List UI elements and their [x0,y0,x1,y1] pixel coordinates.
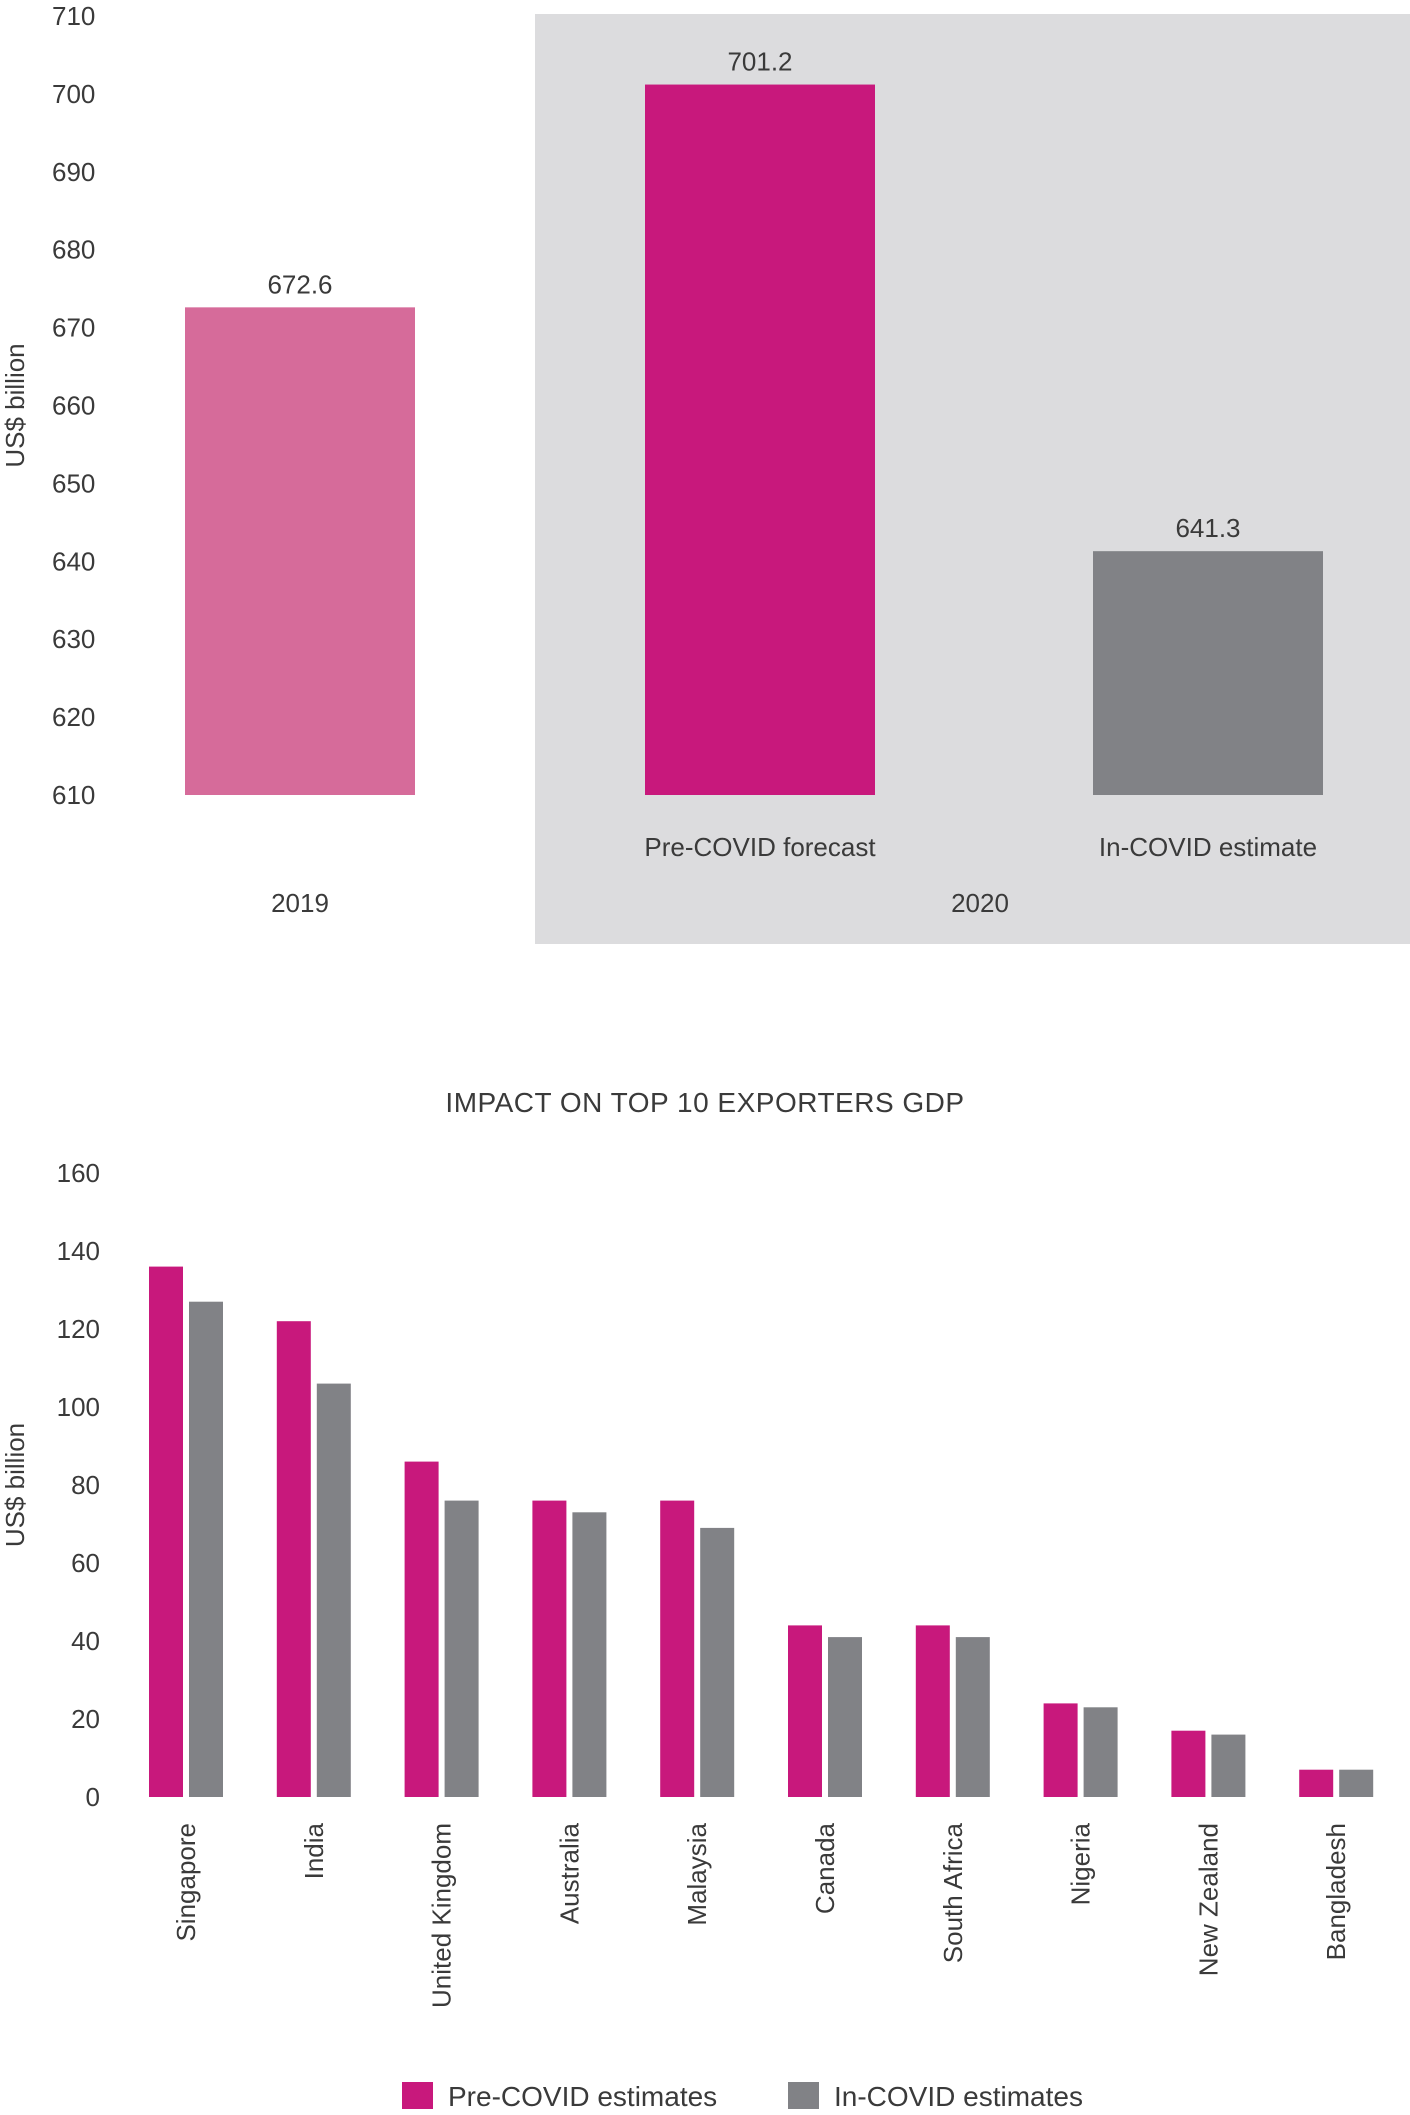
y-tick-label: 80 [71,1470,100,1500]
y-tick-label: 160 [57,1158,100,1188]
chart-title: IMPACT ON TOP 10 EXPORTERS GDP [445,1087,964,1118]
x-category-label: India [299,1822,329,1879]
y-tick-label: 100 [57,1392,100,1422]
y-tick-label: 650 [52,468,95,498]
legend-swatch-pre-covid [402,2082,433,2109]
group-label-2020: 2020 [951,888,1009,918]
bar-new-zealand-pre-covid [1171,1730,1206,1797]
legend-label: Pre-COVID estimates [448,2081,717,2112]
y-tick-label: 670 [52,313,95,343]
x-category-label: Canada [810,1822,840,1914]
bar-value-label: 672.6 [267,269,332,299]
bar-australia-pre-covid [532,1500,567,1797]
x-category-label: Bangladesh [1321,1823,1351,1960]
bar-malaysia-pre-covid [660,1500,695,1797]
group-label-2019: 2019 [271,888,329,918]
bar-malaysia-in-covid [700,1527,735,1797]
bar-category-label: Pre-COVID forecast [644,832,876,862]
y-axis-title: US$ billion [0,1423,30,1547]
bar-singapore-in-covid [189,1301,223,1797]
bar-bangladesh-pre-covid [1299,1769,1334,1797]
y-tick-label: 140 [57,1236,100,1266]
legend-label: In-COVID estimates [834,2081,1083,2112]
y-tick-label: 0 [86,1782,100,1812]
bar-singapore-pre-covid [149,1266,183,1797]
y-tick-label: 20 [71,1704,100,1734]
bar-india-in-covid [316,1383,351,1797]
bar-united-kingdom-pre-covid [404,1461,439,1797]
x-category-label: United Kingdom [427,1823,457,2008]
y-tick-label: 710 [52,1,95,31]
bar-pre-covid-forecast [645,84,875,795]
bar-south-africa-pre-covid [915,1625,950,1797]
bar-south-africa-in-covid [955,1637,990,1797]
y-tick-label: 690 [52,157,95,187]
bar-canada-pre-covid [788,1625,822,1797]
y-tick-label: 620 [52,702,95,732]
bar-value-label: 641.3 [1175,513,1240,543]
y-tick-label: 610 [52,780,95,810]
x-category-label: Singapore [171,1823,201,1942]
x-category-label: South Africa [938,1822,968,1963]
y-tick-label: 640 [52,546,95,576]
y-tick-label: 680 [52,235,95,265]
x-category-label: Australia [554,1822,584,1924]
y-tick-label: 660 [52,391,95,421]
bar-2019 [185,307,415,795]
bar-nigeria-in-covid [1083,1707,1118,1797]
bar-new-zealand-in-covid [1211,1734,1246,1797]
bar-australia-in-covid [572,1512,607,1797]
bar-nigeria-pre-covid [1043,1703,1078,1797]
bar-in-covid-estimate [1093,551,1323,795]
y-tick-label: 120 [57,1314,100,1344]
x-category-label: New Zealand [1193,1823,1223,1976]
x-category-label: Malaysia [682,1822,712,1925]
bar-value-label: 701.2 [727,47,792,77]
bar-category-label: In-COVID estimate [1099,832,1317,862]
bar-bangladesh-in-covid [1339,1769,1374,1797]
x-category-label: Nigeria [1066,1822,1096,1905]
y-tick-label: 60 [71,1548,100,1578]
y-tick-label: 630 [52,624,95,654]
legend-swatch-in-covid [788,2082,819,2109]
y-axis-title: US$ billion [0,343,30,467]
bar-united-kingdom-in-covid [444,1500,479,1797]
bar-canada-in-covid [828,1637,862,1797]
y-tick-label: 700 [52,79,95,109]
bar-india-pre-covid [276,1321,311,1797]
y-tick-label: 40 [71,1626,100,1656]
